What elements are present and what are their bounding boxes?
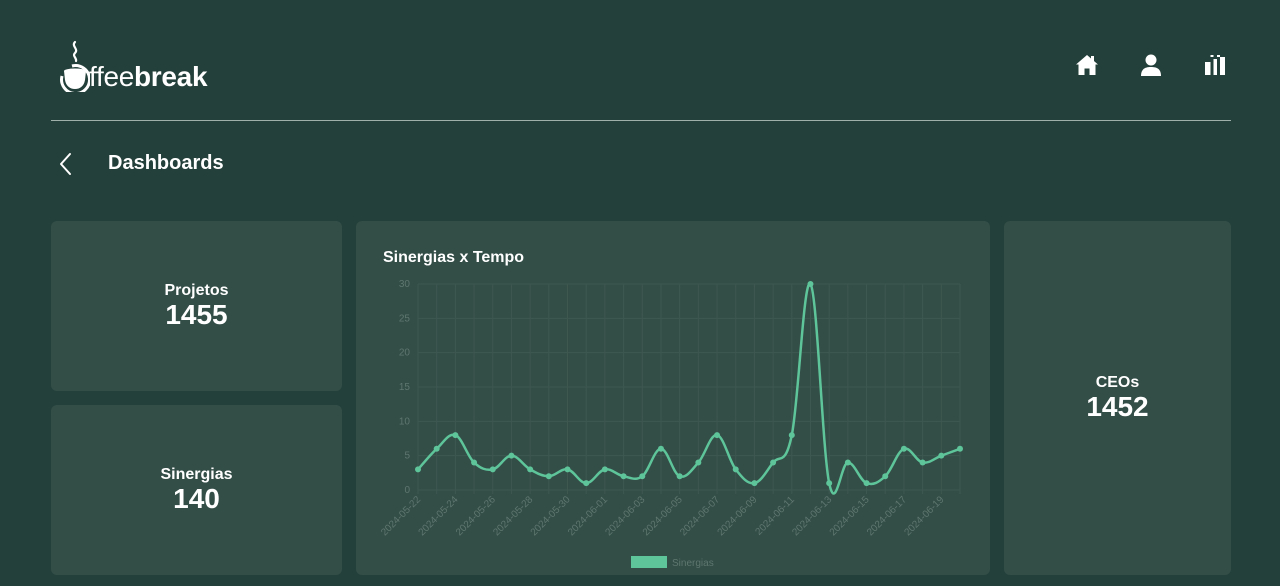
- data-point: [863, 480, 870, 487]
- y-tick-label: 15: [399, 382, 411, 393]
- data-point: [415, 466, 421, 473]
- brand-name: ffeebreak: [89, 61, 208, 92]
- chart-card: Sinergias x Tempo 0 5 10 15 20 25 30 2024-05-22…: [356, 221, 990, 575]
- stat-label-sinergias: Sinergias: [160, 466, 233, 483]
- data-point: [471, 459, 478, 466]
- data-point: [583, 480, 590, 487]
- series-line: [417, 282, 961, 495]
- legend-swatch: [631, 556, 667, 568]
- data-point: [900, 445, 907, 452]
- data-point: [938, 452, 945, 459]
- data-point: [564, 466, 571, 473]
- data-point: [844, 459, 851, 466]
- brand-light: ffee: [89, 61, 134, 92]
- bar-chart-icon[interactable]: [1202, 52, 1228, 78]
- sinergias-line-chart: 0510152025302024-05-222024-05-242024-05-…: [379, 279, 963, 569]
- data-point: [433, 445, 440, 452]
- stat-card-sinergias: Sinergias 140: [51, 405, 342, 575]
- stat-label-projetos: Projetos: [164, 282, 229, 299]
- legend-label: Sinergias: [672, 558, 714, 569]
- data-point: [882, 473, 889, 480]
- coffeebreak-logo[interactable]: ffeebreak: [50, 40, 208, 92]
- user-icon[interactable]: [1138, 52, 1164, 78]
- data-point: [732, 466, 739, 473]
- y-tick-label: 20: [399, 348, 411, 359]
- stat-value-projetos: 1455: [165, 299, 228, 330]
- data-point: [957, 445, 963, 452]
- y-tick-label: 0: [404, 485, 410, 496]
- x-tick-label: 2024-06-19: [902, 494, 946, 538]
- y-tick-label: 5: [404, 451, 410, 462]
- data-point: [770, 459, 777, 466]
- data-point: [919, 459, 926, 466]
- home-icon[interactable]: [1074, 52, 1100, 78]
- y-tick-label: 30: [399, 279, 411, 290]
- data-point: [452, 432, 459, 439]
- data-point: [695, 459, 702, 466]
- data-point: [489, 466, 496, 473]
- data-point: [826, 480, 833, 487]
- data-point: [788, 432, 795, 439]
- chevron-left-icon: [60, 153, 71, 175]
- data-point: [751, 480, 758, 487]
- brand-bold: break: [134, 61, 208, 92]
- chart-title: Sinergias x Tempo: [383, 249, 525, 266]
- page-title: Dashboards: [108, 152, 224, 174]
- data-point: [807, 281, 814, 287]
- y-tick-label: 25: [399, 313, 411, 324]
- data-point: [714, 432, 721, 439]
- stat-label-ceos: CEOs: [1095, 374, 1140, 391]
- top-nav: [1074, 52, 1228, 78]
- header-divider: [51, 120, 1231, 121]
- data-point: [527, 466, 534, 473]
- stat-value-sinergias: 140: [173, 483, 220, 514]
- coffee-cup-icon: [60, 40, 90, 92]
- y-tick-label: 10: [399, 416, 411, 427]
- x-tick-label: 2024-06-09: [716, 494, 760, 538]
- data-point: [620, 473, 627, 480]
- stat-card-ceos: CEOs 1452: [1004, 221, 1231, 575]
- data-point: [676, 473, 683, 480]
- data-point: [639, 473, 646, 480]
- data-point: [601, 466, 608, 473]
- back-button[interactable]: [56, 150, 78, 178]
- stat-value-ceos: 1452: [1086, 391, 1149, 422]
- stat-card-projetos: Projetos 1455: [51, 221, 342, 391]
- data-point: [657, 445, 664, 452]
- data-point: [545, 473, 552, 480]
- data-point: [508, 452, 515, 459]
